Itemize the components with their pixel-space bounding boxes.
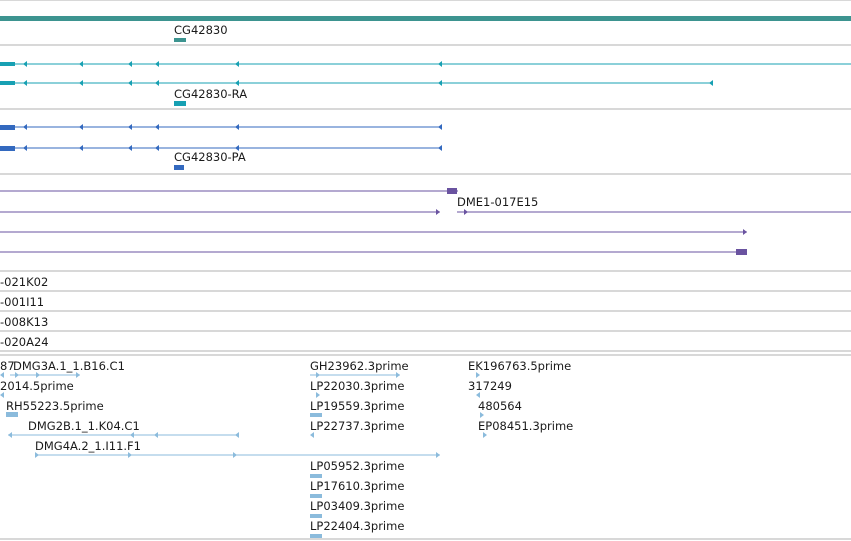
est-label[interactable]: DMG3A.1_1.B16.C1: [13, 359, 125, 373]
transcript-mini-glyph: [174, 101, 186, 106]
est-block: [310, 514, 322, 518]
est-label[interactable]: GH23962.3prime: [310, 359, 409, 373]
est-block: [310, 534, 322, 538]
strand-arrow-icon: [316, 392, 320, 398]
strand-arrow-icon: [128, 145, 132, 151]
est-label[interactable]: DMG2B.1_1.K04.C1: [28, 419, 140, 433]
strand-arrow-icon: [155, 124, 159, 130]
est-label[interactable]: LP05952.3prime: [310, 459, 405, 473]
cds-exon: [0, 125, 15, 130]
strand-arrow-icon: [480, 412, 484, 418]
est-label[interactable]: EK196763.5prime: [468, 359, 572, 373]
strand-arrow-icon: [79, 61, 83, 67]
clone-label[interactable]: -020A24: [0, 335, 49, 349]
clone-label[interactable]: -008K13: [0, 315, 49, 329]
strand-arrow-icon: [0, 392, 4, 398]
strand-arrow-icon: [709, 80, 713, 86]
strand-arrow-icon: [155, 61, 159, 67]
est-block: [310, 474, 322, 478]
strand-arrow-icon: [476, 392, 480, 398]
est-label[interactable]: LP19559.3prime: [310, 399, 405, 413]
clone-label[interactable]: -021K02: [0, 275, 49, 289]
transcript-exon: [0, 81, 15, 85]
est-label[interactable]: EP08451.3prime: [478, 419, 574, 433]
clone-end: [447, 188, 457, 194]
strand-arrow-icon: [743, 229, 747, 235]
strand-arrow-icon: [464, 209, 468, 215]
strand-arrow-icon: [128, 80, 132, 86]
gene-bar: [0, 16, 851, 21]
est-block: [310, 494, 322, 498]
strand-arrow-icon: [79, 124, 83, 130]
clone-label[interactable]: DME1-017E15: [457, 195, 539, 209]
est-block: [6, 412, 18, 417]
strand-arrow-icon: [36, 372, 40, 378]
strand-arrow-icon: [438, 124, 442, 130]
strand-arrow-icon: [235, 432, 239, 438]
strand-arrow-icon: [128, 61, 132, 67]
protein-mini-glyph: [174, 165, 184, 170]
protein-label[interactable]: CG42830-PA: [174, 150, 246, 164]
est-label[interactable]: 480564: [478, 399, 522, 413]
strand-arrow-icon: [436, 209, 440, 215]
transcript-label[interactable]: CG42830-RA: [174, 87, 248, 101]
est-label[interactable]: LP22737.3prime: [310, 419, 405, 433]
strand-arrow-icon: [438, 145, 442, 151]
strand-arrow-icon: [235, 145, 239, 151]
gene-label[interactable]: CG42830: [174, 23, 228, 37]
clone-label[interactable]: -001I11: [0, 295, 45, 309]
est-label[interactable]: LP22030.3prime: [310, 379, 405, 393]
strand-arrow-icon: [310, 432, 314, 438]
strand-arrow-icon: [235, 80, 239, 86]
strand-arrow-icon: [23, 145, 27, 151]
strand-arrow-icon: [316, 372, 320, 378]
strand-arrow-icon: [483, 432, 487, 438]
strand-arrow-icon: [76, 372, 80, 378]
est-label[interactable]: 317249: [468, 379, 512, 393]
strand-arrow-icon: [438, 80, 442, 86]
strand-arrow-icon: [155, 80, 159, 86]
strand-arrow-icon: [128, 124, 132, 130]
strand-arrow-icon: [8, 432, 12, 438]
strand-arrow-icon: [23, 124, 27, 130]
est-label[interactable]: 2014.5prime: [0, 379, 74, 393]
cds-exon: [0, 146, 15, 151]
strand-arrow-icon: [155, 145, 159, 151]
strand-arrow-icon: [79, 145, 83, 151]
strand-arrow-icon: [235, 61, 239, 67]
est-label[interactable]: LP22404.3prime: [310, 519, 405, 533]
strand-arrow-icon: [396, 372, 400, 378]
est-label[interactable]: 87: [0, 359, 15, 373]
strand-arrow-icon: [436, 452, 440, 458]
est-label[interactable]: LP03409.3prime: [310, 499, 405, 513]
strand-arrow-icon: [438, 61, 442, 67]
est-label[interactable]: LP17610.3prime: [310, 479, 405, 493]
strand-arrow-icon: [15, 372, 19, 378]
strand-arrow-icon: [0, 372, 4, 378]
strand-arrow-icon: [130, 432, 134, 438]
clone-end: [736, 249, 747, 255]
transcript-exon: [0, 62, 15, 66]
strand-arrow-icon: [235, 124, 239, 130]
strand-arrow-icon: [23, 80, 27, 86]
strand-arrow-icon: [79, 80, 83, 86]
est-label[interactable]: RH55223.5prime: [6, 399, 104, 413]
est-label[interactable]: DMG4A.2_1.I11.F1: [35, 439, 141, 453]
strand-arrow-icon: [128, 452, 132, 458]
strand-arrow-icon: [35, 452, 39, 458]
strand-arrow-icon: [476, 372, 480, 378]
strand-arrow-icon: [23, 61, 27, 67]
gene-mini-glyph: [174, 38, 186, 42]
strand-arrow-icon: [233, 452, 237, 458]
est-block: [310, 413, 322, 417]
strand-arrow-icon: [154, 432, 158, 438]
